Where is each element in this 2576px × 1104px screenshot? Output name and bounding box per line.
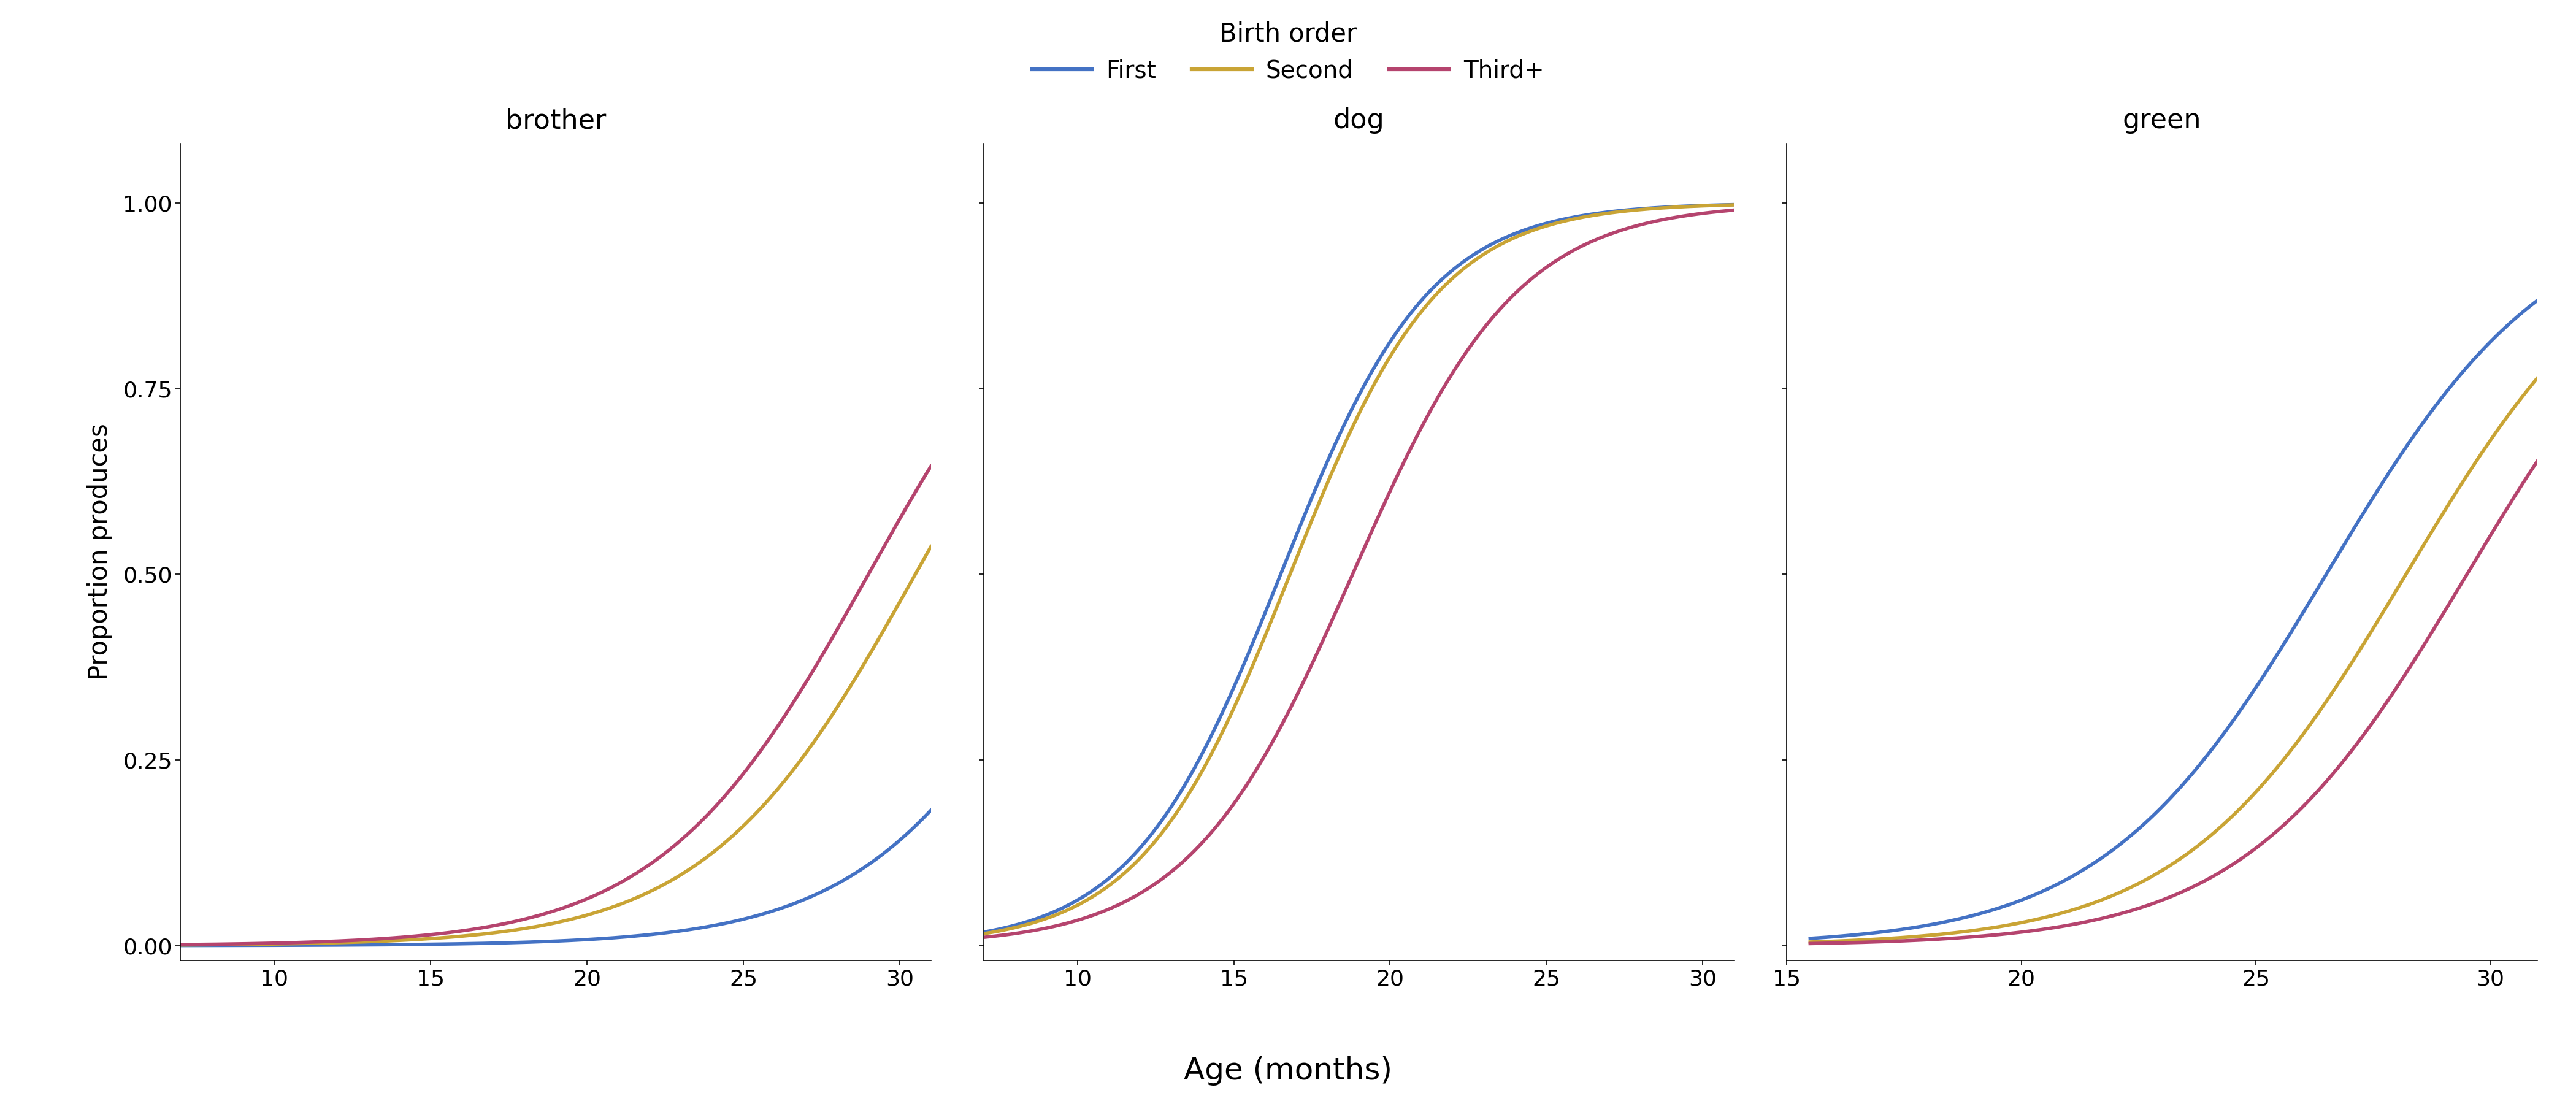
Text: Age (months): Age (months)	[1185, 1057, 1391, 1085]
Y-axis label: Proportion produces: Proportion produces	[88, 424, 113, 680]
Title: dog: dog	[1334, 107, 1383, 134]
Title: green: green	[2123, 107, 2202, 134]
Title: brother: brother	[505, 107, 605, 134]
Legend: First, Second, Third+: First, Second, Third+	[1023, 12, 1553, 92]
